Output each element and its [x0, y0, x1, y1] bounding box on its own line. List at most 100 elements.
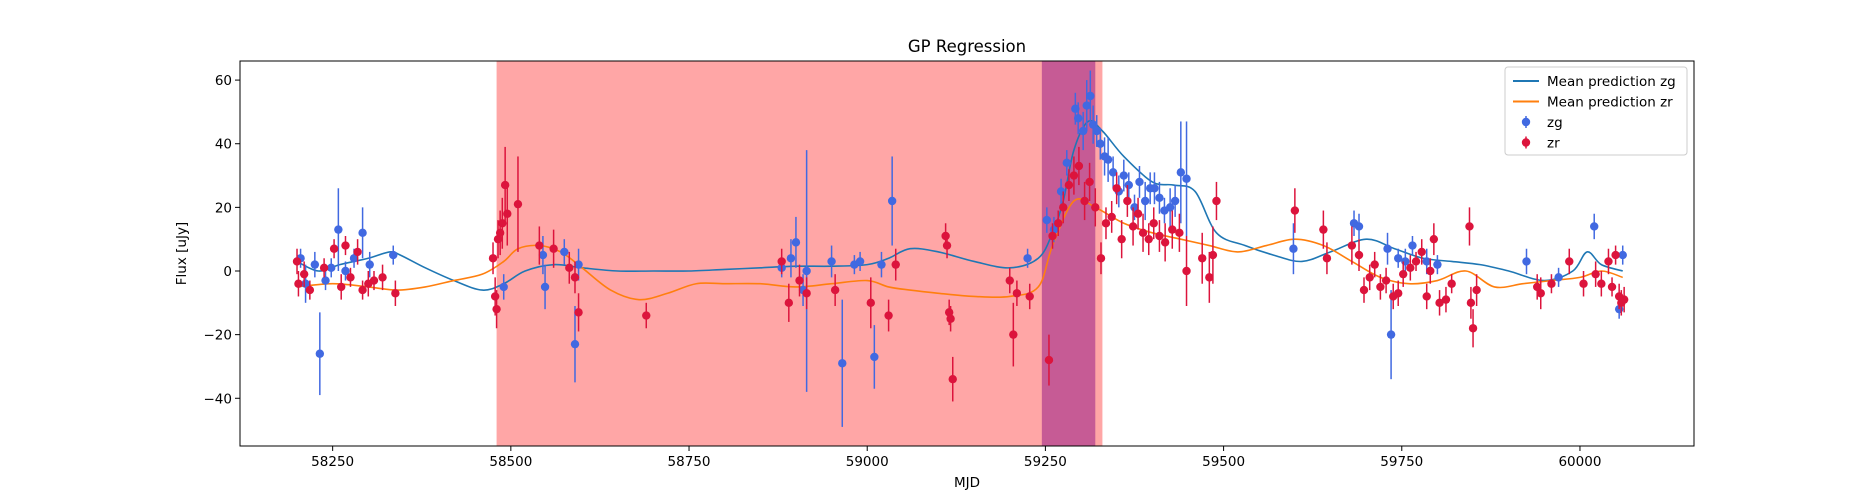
zg-point	[791, 238, 801, 247]
chart-title: GP Regression	[908, 37, 1026, 56]
zg-point	[1408, 241, 1417, 250]
zg-point	[365, 260, 374, 269]
zr-point	[574, 308, 583, 317]
zr-point	[1212, 196, 1221, 206]
zr-point	[1411, 257, 1421, 266]
zr-point	[492, 304, 501, 314]
zr-point	[1376, 282, 1385, 292]
zg-point	[341, 266, 350, 276]
zg-point	[786, 254, 796, 263]
zr-point	[866, 298, 875, 308]
zr-point	[777, 257, 786, 266]
zr-point	[1394, 289, 1403, 298]
zr-point	[1080, 196, 1089, 206]
y-axis-label: Flux [uJy]	[174, 222, 190, 285]
zr-point	[1381, 276, 1391, 285]
zg-point	[1071, 104, 1080, 113]
zr-point	[1399, 269, 1408, 279]
zg-point	[358, 228, 367, 238]
x-tick-label: 58750	[668, 454, 711, 470]
x-tick-label: 58250	[311, 454, 354, 470]
zr-point	[1064, 180, 1074, 190]
zg-point	[570, 339, 580, 349]
zg-point	[1062, 158, 1071, 168]
zr-point	[1117, 234, 1126, 244]
zr-point	[1155, 231, 1164, 241]
zr-point	[1604, 257, 1613, 266]
zg-point	[887, 196, 897, 206]
zr-point	[1009, 330, 1018, 339]
zr-point	[1354, 250, 1364, 260]
zr-point	[830, 285, 840, 295]
zr-point	[1059, 203, 1068, 212]
zg-point	[1522, 257, 1531, 266]
series-line-mean-prediction-zg	[296, 119, 1623, 291]
zr-point	[891, 260, 900, 269]
zg-point	[315, 349, 325, 358]
zg-point	[1108, 168, 1118, 177]
zg-point	[1086, 91, 1095, 101]
zr-point	[1123, 196, 1132, 206]
zg-point	[1103, 155, 1113, 164]
x-tick-label: 60000	[1558, 454, 1601, 470]
zr-point	[1069, 171, 1079, 180]
x-axis-label: MJD	[954, 475, 980, 491]
y-tick-label: 60	[215, 73, 232, 89]
zr-point	[1417, 247, 1426, 257]
zg-point	[877, 260, 886, 269]
zr-point	[1536, 289, 1545, 298]
zg-point	[349, 254, 359, 263]
zr-point	[490, 292, 500, 301]
zr-point	[488, 254, 498, 263]
zr-point	[1054, 219, 1063, 228]
data-points	[292, 70, 1629, 427]
zr-point	[565, 263, 574, 273]
legend-label-zr: zr	[1547, 136, 1560, 152]
y-tick-label: 20	[215, 200, 232, 216]
zg-point	[1078, 126, 1088, 136]
zg-point	[560, 247, 569, 257]
zg-point	[334, 225, 343, 234]
zg-point	[1433, 260, 1442, 269]
zr-point	[1429, 234, 1439, 244]
y-tick-label: −20	[204, 328, 233, 344]
zg-point	[1354, 222, 1364, 231]
zr-point	[358, 285, 367, 295]
zr-point	[329, 244, 339, 253]
zr-point	[1208, 250, 1218, 260]
zr-point	[1597, 279, 1606, 288]
zg-point	[1289, 244, 1298, 253]
zg-point	[1056, 187, 1066, 196]
zg-point	[1155, 193, 1164, 203]
zr-point	[500, 180, 510, 190]
zr-point	[1441, 295, 1451, 304]
legend-label-mean-prediction-zr: Mean prediction zr	[1547, 95, 1673, 111]
zg-point	[1073, 114, 1083, 123]
zr-point	[1619, 295, 1629, 304]
zg-point	[1422, 257, 1431, 266]
zg-point	[1383, 244, 1392, 253]
zr-point	[941, 231, 950, 241]
zr-point	[948, 374, 957, 384]
zr-point	[942, 241, 952, 250]
zr-point	[1074, 161, 1084, 171]
legend-swatch-zr	[1521, 136, 1531, 149]
zr-point	[1359, 285, 1369, 295]
legend-swatch-zg	[1521, 116, 1531, 128]
zr-point	[1085, 177, 1094, 187]
zr-point	[353, 247, 362, 257]
zr-point	[378, 273, 387, 282]
zr-point	[1182, 266, 1191, 276]
zr-point	[1091, 203, 1100, 212]
zr-point	[1205, 273, 1214, 282]
x-axis-ticks: 58250 58500 58750 59000 59250 59500 59750 60000	[311, 446, 1601, 470]
zr-point	[1198, 254, 1207, 263]
zg-point	[1590, 222, 1599, 231]
zg-point	[327, 263, 336, 273]
zr-point	[1607, 282, 1617, 292]
zg-point	[1176, 168, 1186, 177]
zg-point	[855, 257, 865, 266]
zg-point	[1096, 139, 1105, 148]
